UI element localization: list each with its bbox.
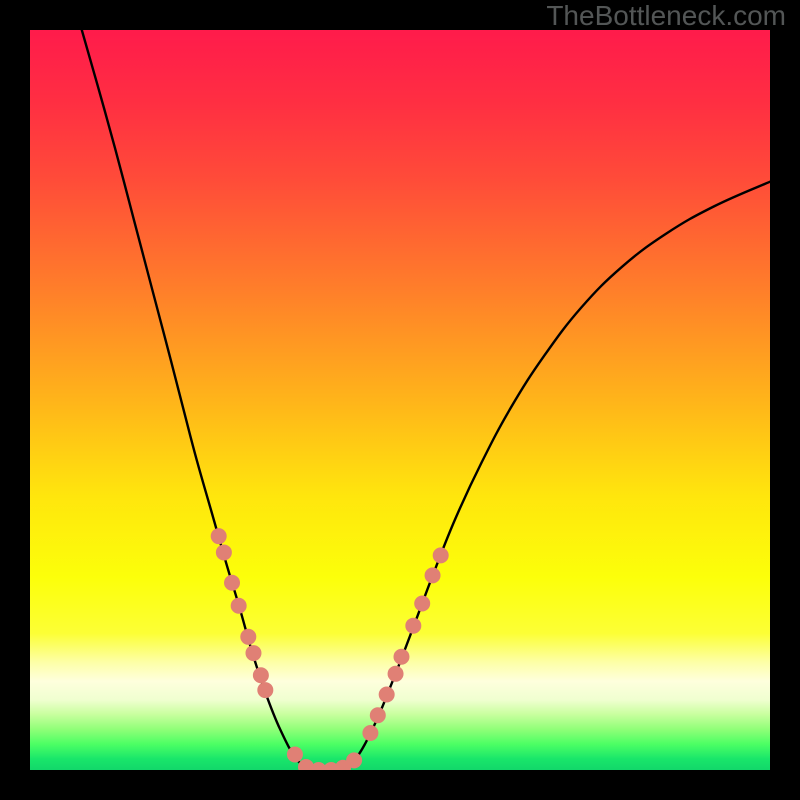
bottleneck-curve-chart: [0, 0, 800, 800]
data-dot: [388, 666, 403, 681]
data-dot: [241, 629, 256, 644]
data-dot: [225, 575, 240, 590]
data-dot: [370, 708, 385, 723]
data-dot: [231, 598, 246, 613]
data-dot: [394, 649, 409, 664]
data-dot: [363, 726, 378, 741]
chart-stage: TheBottleneck.com: [0, 0, 800, 800]
data-dot: [425, 568, 440, 583]
source-watermark: TheBottleneck.com: [546, 0, 786, 32]
data-dot: [253, 668, 268, 683]
data-dot: [379, 687, 394, 702]
data-dot: [433, 548, 448, 563]
data-dot: [287, 747, 302, 762]
data-dot: [415, 596, 430, 611]
data-dot: [406, 618, 421, 633]
data-dot: [211, 529, 226, 544]
data-dot: [347, 753, 362, 768]
data-dot: [258, 683, 273, 698]
data-dot: [246, 646, 261, 661]
data-dot: [216, 545, 231, 560]
